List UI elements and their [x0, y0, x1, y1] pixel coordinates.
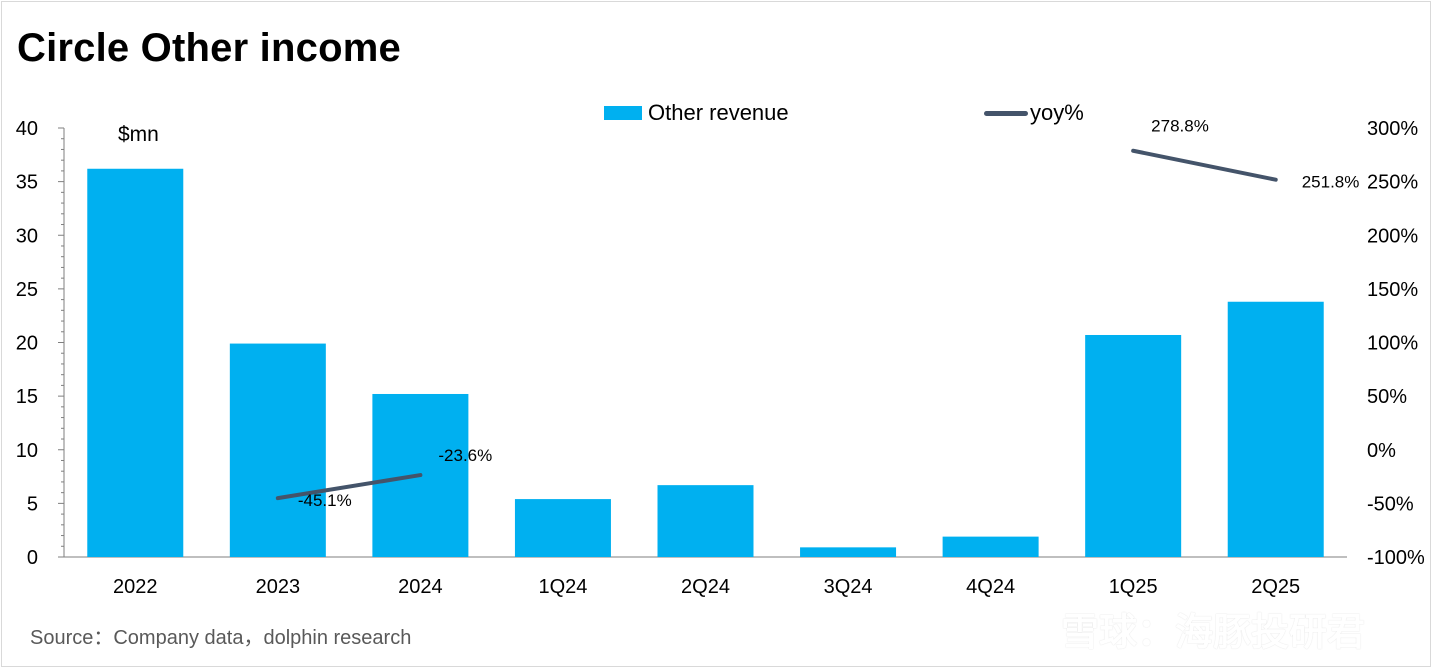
- y-axis-right-tick-label: 150%: [1367, 279, 1418, 301]
- yoy-data-label: 278.8%: [1151, 117, 1209, 136]
- y-axis-left-tick-label: 40: [16, 118, 38, 140]
- xueqiu-logo-icon: [1006, 605, 1052, 651]
- y-axis-left-tick-label: 0: [27, 547, 38, 569]
- legend-bar-entry: Other revenue: [604, 98, 789, 128]
- y-axis-right-tick-label: 300%: [1367, 118, 1418, 140]
- brand-text: 雪球：海豚投研君: [1061, 611, 1366, 654]
- x-axis-tick-label: 1Q24: [538, 576, 587, 598]
- unit-label: $mn: [118, 123, 159, 146]
- y-axis-right-tick-label: -50%: [1367, 493, 1414, 515]
- y-axis-right-tick-label: 100%: [1367, 333, 1418, 355]
- y-axis-left-tick-label: 20: [16, 333, 38, 355]
- x-axis-tick-label: 2022: [113, 576, 158, 598]
- bar: [942, 536, 1039, 557]
- y-axis-right-tick-label: 250%: [1367, 172, 1418, 194]
- y-axis-left-tick-label: 10: [16, 440, 38, 462]
- y-axis-left-tick-label: 25: [16, 279, 38, 301]
- x-axis-tick-label: 3Q24: [824, 576, 873, 598]
- y-axis-left-tick-label: 30: [16, 225, 38, 247]
- x-axis-tick-label: 4Q24: [966, 576, 1015, 598]
- y-axis-right-tick-label: 200%: [1367, 225, 1418, 247]
- x-axis-tick-label: 2024: [398, 576, 443, 598]
- bar: [1227, 301, 1324, 557]
- brand-watermark: 雪球：海豚投研君: [1005, 600, 1365, 656]
- x-axis-tick-label: 1Q25: [1109, 576, 1158, 598]
- bar: [657, 485, 754, 557]
- y-axis-right-tick-label: 50%: [1367, 386, 1407, 408]
- y-axis-left-tick-label: 5: [27, 493, 38, 515]
- yoy-data-label: -23.6%: [438, 446, 492, 465]
- legend-bar-label: Other revenue: [648, 100, 789, 125]
- y-axis-right-tick-label: 0%: [1367, 440, 1396, 462]
- bar: [514, 499, 611, 557]
- source-note: Source：Company data，dolphin research: [30, 627, 412, 649]
- legend-line-entry: yoy%: [984, 98, 1084, 128]
- bar: [87, 168, 184, 557]
- bar: [800, 547, 897, 557]
- legend-line-label: yoy%: [1030, 100, 1084, 125]
- x-axis-tick-label: 2Q25: [1251, 576, 1300, 598]
- x-axis-tick-label: 2023: [256, 576, 301, 598]
- y-axis-right-tick-label: -100%: [1367, 547, 1425, 569]
- yoy-line-segment: [275, 473, 423, 501]
- legend-line-swatch: [984, 110, 1028, 116]
- bar: [1085, 334, 1182, 557]
- yoy-data-label: -45.1%: [298, 491, 352, 510]
- y-axis-left-tick-label: 15: [16, 386, 38, 408]
- y-axis-left-tick-label: 35: [16, 172, 38, 194]
- bar: [229, 343, 326, 557]
- yoy-data-label: 251.8%: [1302, 173, 1360, 192]
- chart-title: Circle Other income: [17, 26, 401, 70]
- yoy-line-segment: [1131, 148, 1278, 182]
- legend-bar-swatch: [604, 106, 642, 120]
- x-axis-tick-label: 2Q24: [681, 576, 730, 598]
